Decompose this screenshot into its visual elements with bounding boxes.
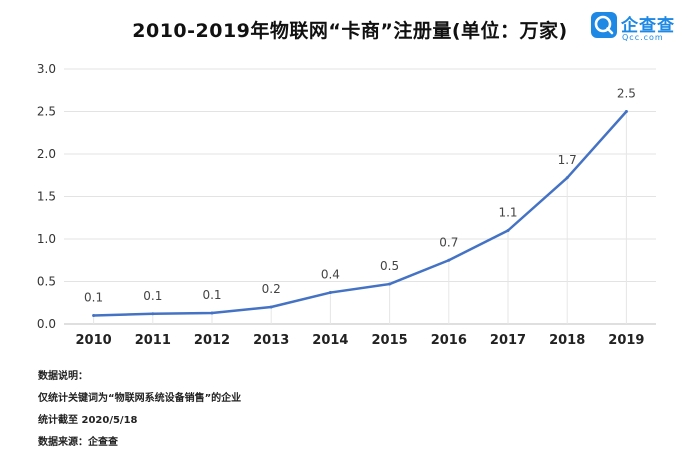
notes-heading: 数据说明： — [38, 371, 88, 382]
data-label: 0.1 — [202, 288, 221, 302]
x-tick-label: 2013 — [253, 333, 289, 348]
y-tick-label: 0.0 — [37, 317, 56, 331]
data-notes: 数据说明： 仅统计关键词为“物联网系统设备销售”的企业 统计截至 2020/5/… — [38, 366, 241, 454]
data-point — [210, 311, 214, 315]
data-label: 2.5 — [617, 87, 636, 101]
y-tick-label: 1.0 — [37, 232, 56, 246]
data-labels: 0.1 0.1 0.1 0.2 0.4 0.5 0.7 1.1 1.7 2.5 — [84, 87, 636, 305]
logo-subtext: Qcc.com — [622, 33, 664, 42]
data-label: 0.2 — [262, 282, 281, 296]
data-label: 1.7 — [558, 153, 577, 167]
data-point — [151, 312, 155, 316]
qcc-logo: 企查查 Qcc.com — [590, 11, 694, 45]
notes-line-2: 统计截至 2020/5/18 — [38, 415, 138, 426]
data-label: 0.1 — [84, 291, 103, 305]
x-tick-label: 2018 — [549, 333, 585, 348]
data-point — [506, 229, 510, 232]
data-point — [269, 305, 273, 309]
x-tick-label: 2019 — [608, 333, 644, 348]
series-layer — [92, 110, 628, 317]
data-label: 0.1 — [143, 289, 162, 303]
x-tick-label: 2015 — [372, 333, 408, 348]
series-line — [92, 110, 628, 317]
data-point — [565, 176, 569, 180]
data-label: 1.1 — [498, 206, 517, 220]
x-tick-label: 2012 — [194, 333, 230, 348]
y-axis-ticks: 0.0 0.5 1.0 1.5 2.0 2.5 3.0 — [37, 62, 56, 331]
qcc-logo-icon — [591, 12, 617, 38]
y-tick-label: 2.5 — [37, 105, 56, 119]
x-tick-label: 2010 — [76, 333, 112, 348]
line-chart: 0.00.51.01.52.02.53.0 2010 2011 2012 2013 20… — [37, 62, 656, 348]
y-tick-label: 2.0 — [37, 147, 56, 161]
data-point — [388, 282, 392, 286]
data-label: 0.5 — [380, 259, 399, 273]
logo-text: 企查查 — [621, 16, 675, 36]
y-tick-label: 3.0 — [37, 62, 56, 76]
notes-line-3: 数据来源：企查查 — [38, 437, 118, 448]
data-point — [328, 291, 332, 295]
data-point — [447, 258, 451, 262]
x-tick-label: 2011 — [135, 333, 171, 348]
data-label: 0.4 — [321, 268, 340, 282]
x-tick-label: 2017 — [490, 333, 526, 348]
y-tick-label: 1.5 — [37, 190, 56, 204]
x-tick-label: 2014 — [312, 333, 348, 348]
chart-title: 2010-2019年物联网“卡商”注册量(单位：万家) — [132, 20, 568, 42]
data-label: 0.7 — [439, 235, 458, 249]
data-point — [92, 314, 96, 317]
x-tick-label: 2016 — [431, 333, 467, 348]
y-tick-label: 0.5 — [37, 275, 56, 289]
grid-lines — [64, 68, 656, 325]
data-point — [624, 110, 628, 113]
x-axis-ticks: 2010 2011 2012 2013 2014 2015 2016 2017 2018 2019 — [76, 333, 645, 348]
notes-line-1: 仅统计关键词为“物联网系统设备销售”的企业 — [38, 393, 242, 404]
